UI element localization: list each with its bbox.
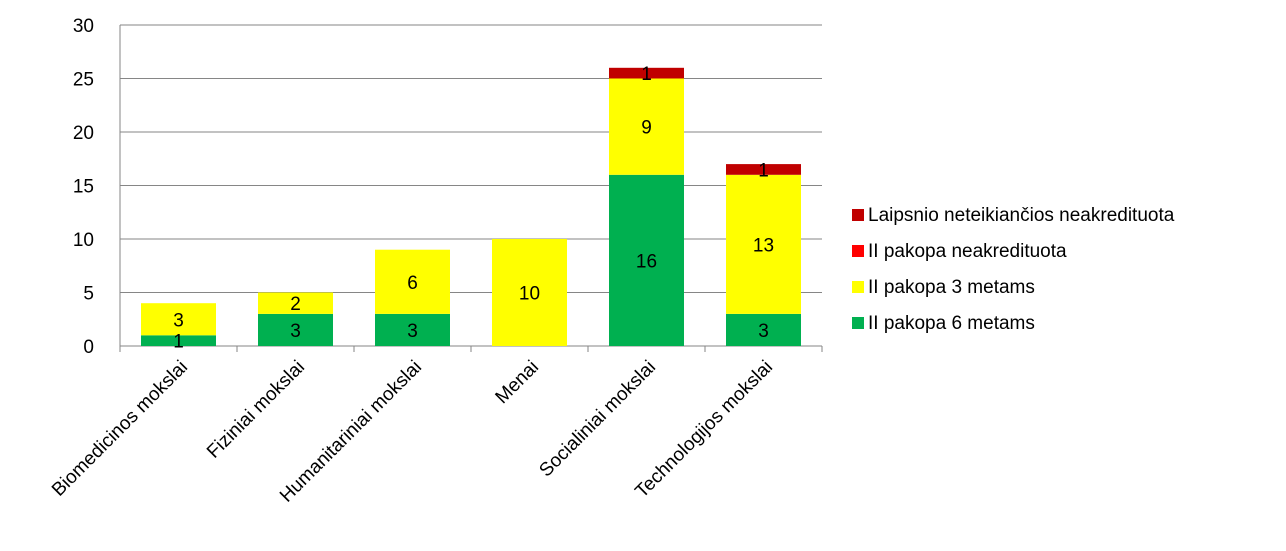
y-axis-ticks: 0 5 10 15 20 25 30 [73, 16, 94, 358]
bar-segment [375, 313, 450, 346]
x-axis-categories: Biomedicinos mokslai Fiziniai mokslaiHuma… [48, 357, 777, 507]
legend-swatch [852, 317, 864, 329]
legend-swatch [852, 209, 864, 221]
category-label: Biomedicinos mokslai [48, 357, 192, 501]
data-label: 1 [758, 160, 769, 181]
data-label: 16 [636, 251, 657, 272]
data-label: 1 [641, 64, 652, 85]
data-label: 3 [290, 321, 301, 342]
y-tick-label: 30 [73, 16, 94, 37]
legend-label: II pakopa neakredituota [868, 241, 1067, 262]
bar-segment [609, 67, 684, 79]
y-tick-label: 0 [83, 337, 94, 358]
data-label: 13 [753, 235, 774, 256]
y-tick-label: 10 [73, 230, 94, 251]
bar-segment [609, 78, 684, 175]
category-label: Socialiniai mokslai [535, 357, 660, 482]
legend-label: II pakopa 6 metams [868, 313, 1035, 334]
data-label: 3 [173, 310, 184, 331]
legend: Laipsnio neteikiančios neakredituota II p… [852, 205, 1175, 334]
data-label: 10 [519, 284, 540, 305]
bars [141, 67, 801, 346]
category-label: Technologijos mokslai [631, 357, 777, 503]
bar-segment [258, 313, 333, 346]
bar-segment [492, 239, 567, 346]
bar-segment [375, 249, 450, 314]
legend-label: Laipsnio neteikiančios neakredituota [868, 205, 1175, 226]
bar-segment [141, 303, 216, 336]
bar-segment [609, 174, 684, 346]
data-label: 3 [407, 321, 418, 342]
gridlines [119, 24, 823, 352]
bar-segment [726, 174, 801, 314]
y-tick-label: 15 [73, 177, 94, 198]
legend-label: II pakopa 3 metams [868, 277, 1035, 298]
y-tick-label: 20 [73, 123, 94, 144]
bar-segment [726, 164, 801, 175]
legend-swatch [852, 245, 864, 257]
data-label: 1 [173, 332, 184, 353]
y-tick-label: 5 [83, 284, 94, 305]
bar-segment [141, 335, 216, 346]
legend-swatch [852, 281, 864, 293]
category-label: Menai [492, 357, 543, 408]
data-label: 2 [290, 294, 301, 315]
y-tick-label: 25 [73, 70, 94, 91]
data-label: 6 [407, 273, 418, 294]
bar-segment [258, 292, 333, 314]
category-label: Fiziniai mokslai [203, 357, 309, 463]
data-label: 3 [758, 321, 769, 342]
bar-segment [726, 313, 801, 346]
data-label: 9 [641, 118, 652, 139]
